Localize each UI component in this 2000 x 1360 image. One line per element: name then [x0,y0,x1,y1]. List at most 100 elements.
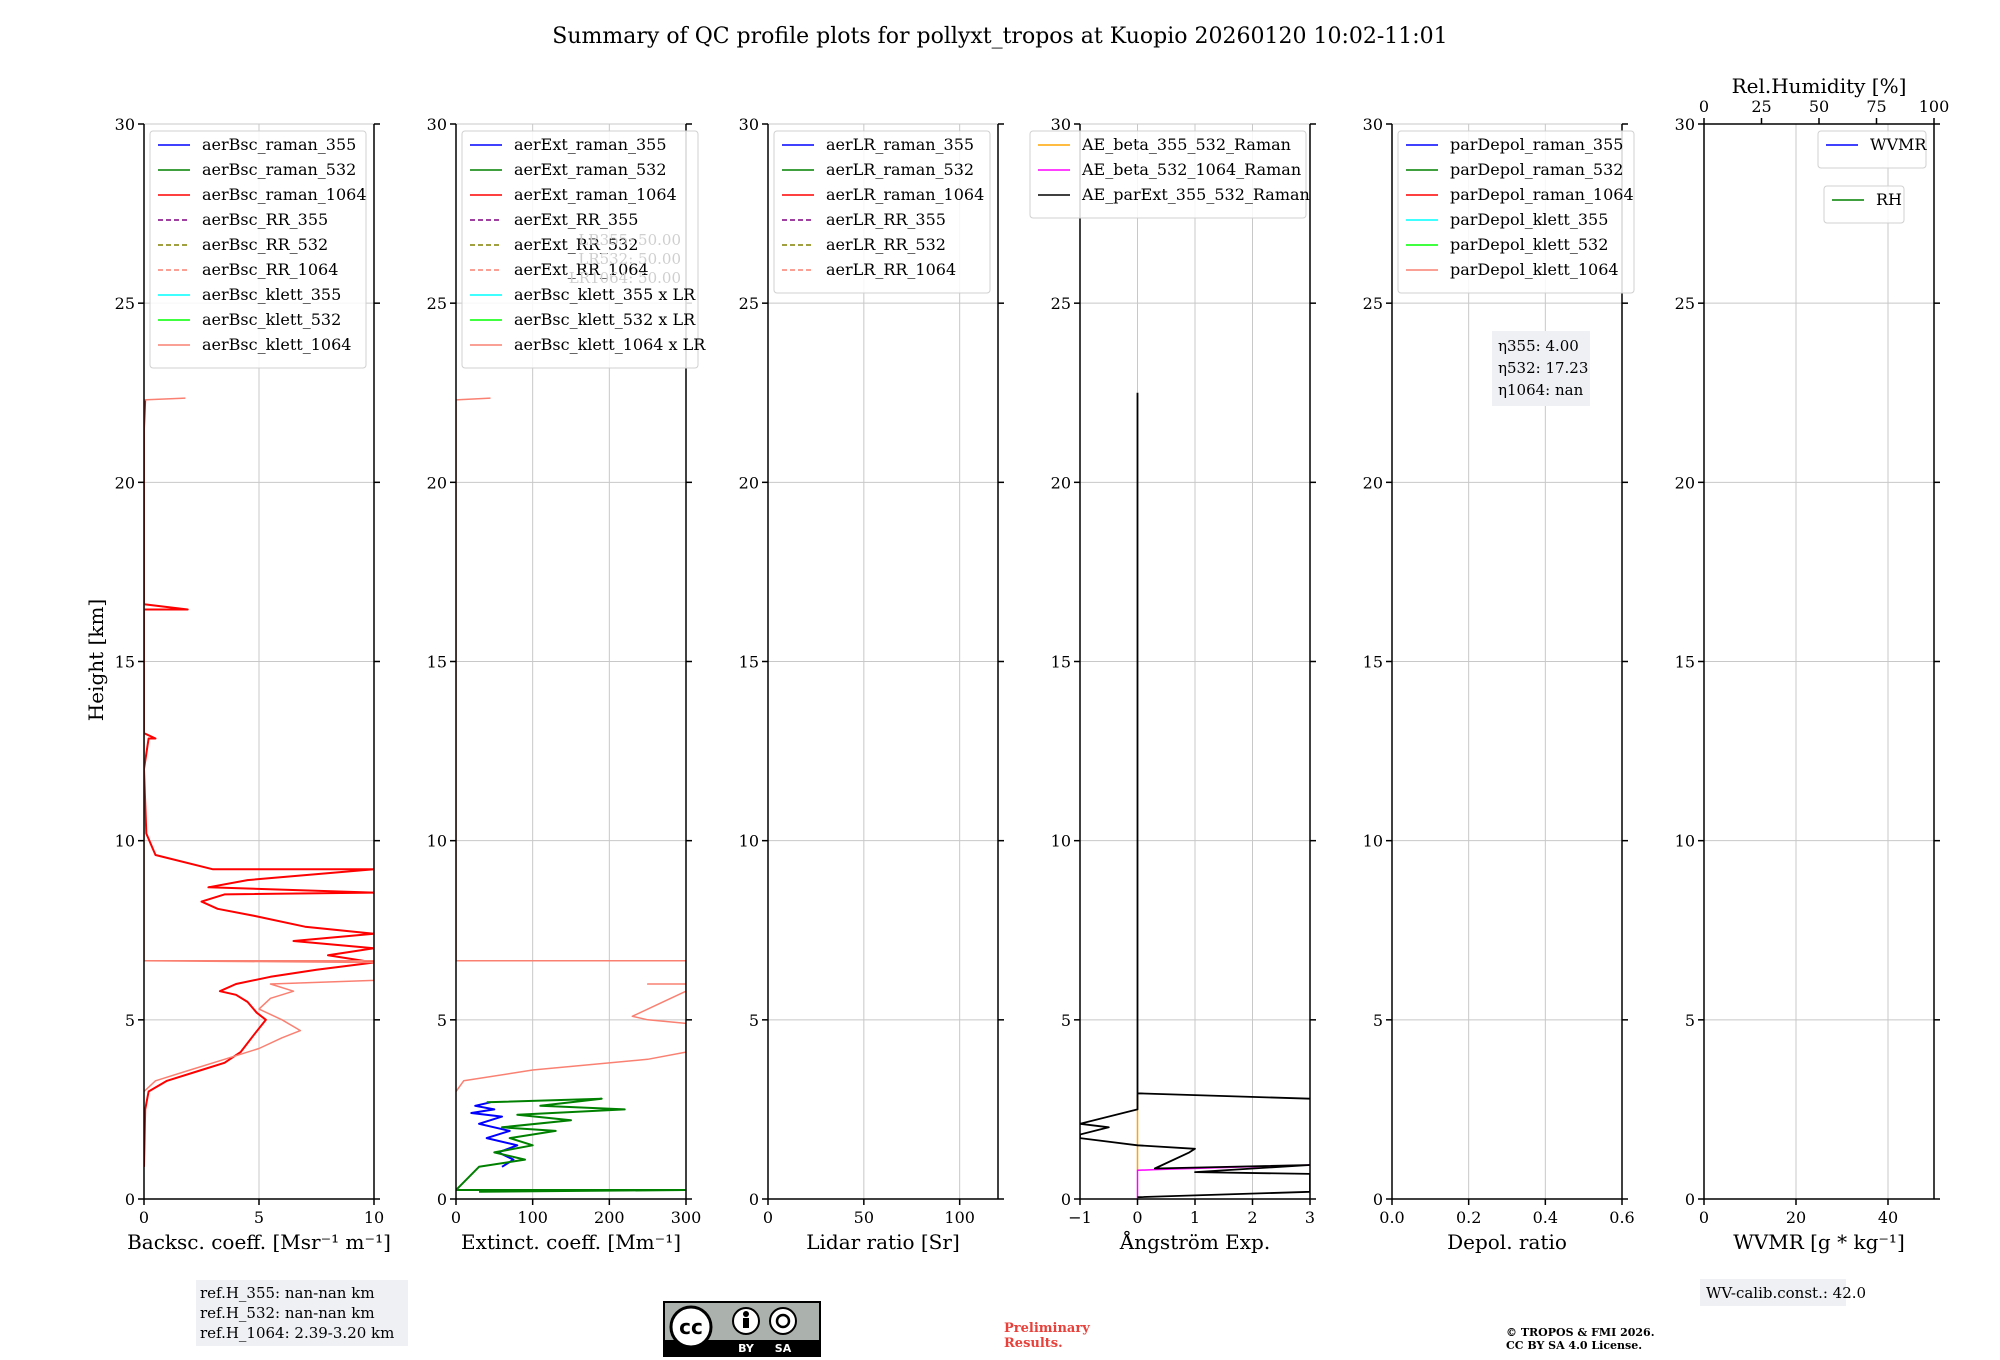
y-tick-label: 10 [1675,832,1695,851]
cc-logo-text: cc [679,1315,703,1339]
y-tick-label: 30 [1051,115,1071,134]
legend-entry: parDepol_raman_355 [1450,135,1623,154]
legend-entry: aerBsc_klett_532 [202,310,341,329]
legend-entry: aerLR_raman_355 [826,135,974,154]
wv-calib-note: WV-calib.const.: 42.0 [1700,1279,1866,1306]
legend-entry: parDepol_klett_1064 [1450,260,1619,279]
y-tick-label: 25 [1675,294,1695,313]
y-tick-label: 0 [125,1190,135,1209]
y-tick-label: 20 [739,473,759,492]
y-tick-label: 5 [749,1011,759,1030]
y-tick-label: 15 [427,653,447,672]
sa-icon [769,1307,797,1335]
x-tick-label: 40 [1878,1208,1898,1227]
top-x-tick-label: 25 [1751,97,1771,116]
lr-annotation: LR355: 50.00 [578,231,681,249]
y-tick-label: 10 [115,832,135,851]
legend-entry: aerBsc_RR_1064 [202,260,338,279]
y-tick-label: 5 [1685,1011,1695,1030]
legend-entry: RH [1876,190,1902,209]
y-tick-label: 5 [1373,1011,1383,1030]
x-axis-label: Depol. ratio [1447,1230,1567,1254]
x-tick-label: 100 [944,1208,975,1227]
x-tick-label: 0 [139,1208,149,1227]
legend-entry: aerExt_raman_532 [514,160,667,179]
legend-entry: aerExt_raman_355 [514,135,667,154]
legend-entry: aerBsc_klett_1064 x LR [514,335,706,354]
x-tick-label: 20 [1786,1208,1806,1227]
y-tick-label: 25 [739,294,759,313]
legend-entry: aerLR_RR_532 [826,235,946,254]
legend-entry: aerExt_raman_1064 [514,185,677,204]
ref-h-355: ref.H_355: nan-nan km [200,1284,375,1302]
legend-entry: aerExt_RR_1064 [514,260,649,279]
y-tick-label: 0 [749,1190,759,1209]
x-tick-label: 0 [451,1208,461,1227]
legend-entry: parDepol_raman_532 [1450,160,1623,179]
eta-annotation: η1064: nan [1498,381,1584,399]
copyright-note: © TROPOS & FMI 2026. CC BY SA 4.0 Licens… [1506,1326,1655,1352]
legend-entry: WVMR [1870,135,1927,154]
legend-entry: parDepol_klett_532 [1450,235,1608,254]
eta-box [1492,331,1590,406]
y-tick-label: 20 [115,473,135,492]
y-tick-label: 10 [1363,832,1383,851]
legend-entry: AE_parExt_355_532_Raman [1081,185,1310,204]
y-tick-label: 30 [739,115,759,134]
x-tick-label: 0.0 [1379,1208,1404,1227]
series-line-aerExt_raman_532 [456,1097,686,1193]
wv-calib-text: WV-calib.const.: 42.0 [1706,1284,1866,1302]
cc-by-label: BY [738,1342,755,1355]
legend-entry: aerLR_RR_1064 [826,260,956,279]
legend-entry: aerBsc_raman_532 [202,160,356,179]
panel-lr: 0 50 100 0 5 10 15 20 25 30 Lidar ratio [Sr] aerLR_… [739,115,1004,1254]
y-tick-label: 30 [115,115,135,134]
legend-entry: parDepol_raman_1064 [1450,185,1634,204]
y-tick-label: 0 [1685,1190,1695,1209]
y-tick-label: 20 [427,473,447,492]
x-tick-label: −1 [1068,1208,1092,1227]
y-tick-label: 15 [1051,653,1071,672]
y-tick-label: 10 [427,832,447,851]
x-tick-label: 0.4 [1533,1208,1558,1227]
y-tick-label: 30 [1675,115,1695,134]
y-tick-label: 30 [1363,115,1383,134]
x-tick-label: 300 [671,1208,702,1227]
cc-sa-label: SA [775,1342,792,1355]
legend-entry: aerBsc_raman_1064 [202,185,367,204]
legend-box [1817,130,1927,169]
legend-entry: aerExt_RR_355 [514,210,638,229]
x-tick-label: 1 [1190,1208,1200,1227]
panel-wv: 0 20 40 0 5 10 15 20 25 30 WVMR [g * kg⁻¹] 0 25 50 75 1… [1675,74,1950,1254]
x-tick-label: 0 [1699,1208,1709,1227]
x-tick-label: 0 [763,1208,773,1227]
top-x-tick-label: 50 [1809,97,1829,116]
ref-h-532: ref.H_532: nan-nan km [200,1304,375,1322]
legend-box [773,130,991,294]
x-axis-label: Backsc. coeff. [Msr⁻¹ m⁻¹] [127,1230,391,1254]
y-tick-label: 10 [1051,832,1071,851]
legend-entry: aerBsc_klett_355 [202,285,341,304]
legend-entry: aerLR_raman_532 [826,160,974,179]
series-line-aerBsc_klett_1064 [144,397,374,1093]
legend-entry: aerBsc_klett_1064 [202,335,351,354]
top-x-tick-label: 75 [1866,97,1886,116]
legend-entry: AE_beta_532_1064_Raman [1081,160,1301,179]
panel-depol: 0.0 0.2 0.4 0.6 0 5 10 15 20 25 30 Depol. ratio parD… [1363,115,1635,1254]
y-tick-label: 0 [1373,1190,1383,1209]
x-axis-label: Ångström Exp. [1119,1229,1270,1254]
ref-h-1064: ref.H_1064: 2.39-3.20 km [200,1324,394,1342]
copyright-line-2: CC BY SA 4.0 License. [1506,1339,1642,1352]
legend-box [1397,130,1635,294]
legend-entry: aerLR_raman_1064 [826,185,984,204]
lr-annotation: LR1064: 50.00 [569,269,681,287]
lr-annotation: LR532: 50.00 [578,250,681,268]
y-tick-label: 25 [1051,294,1071,313]
y-tick-label: 5 [125,1011,135,1030]
y-tick-label: 15 [1363,653,1383,672]
legend-box [149,130,367,369]
legend-entry: aerBsc_klett_532 x LR [514,310,696,329]
y-tick-label: 20 [1675,473,1695,492]
figure-title: Summary of QC profile plots for pollyxt_… [552,24,1447,49]
